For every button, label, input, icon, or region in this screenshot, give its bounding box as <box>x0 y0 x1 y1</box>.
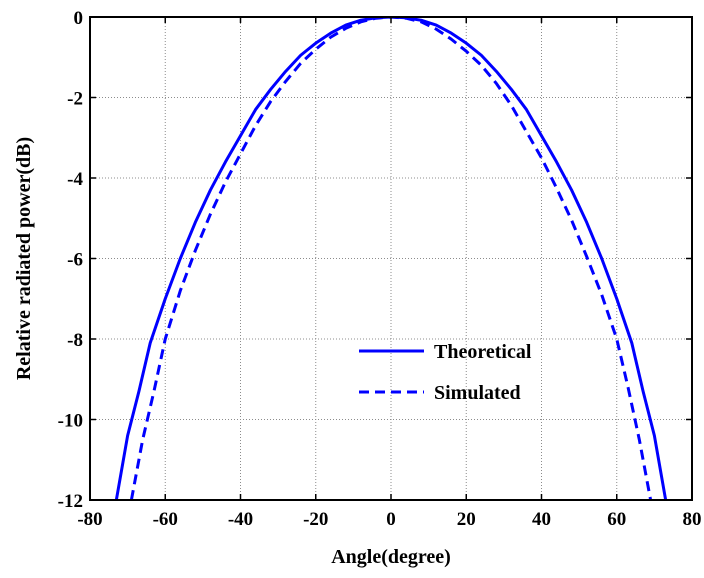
y-tick-label: 0 <box>74 8 84 29</box>
x-tick-label: 20 <box>457 509 476 530</box>
series-layer <box>114 17 668 500</box>
y-tick-labels: 0 -2 -4 -6 -8 -10 -12 <box>58 8 84 512</box>
x-tick-label: 40 <box>532 509 551 530</box>
legend-label-simulated: Simulated <box>434 382 521 404</box>
y-tick-label: -6 <box>67 250 83 271</box>
x-tick-label: 60 <box>607 509 626 530</box>
y-tick-label: -12 <box>58 491 83 512</box>
series-line-theoretical <box>114 17 668 500</box>
x-tick-label: -40 <box>228 509 253 530</box>
x-tick-label: 80 <box>683 509 702 530</box>
y-tick-label: -10 <box>58 411 83 432</box>
y-tick-label: -8 <box>67 330 83 351</box>
x-tick-label: 0 <box>386 509 396 530</box>
y-tick-label: -4 <box>67 169 83 190</box>
legend-label-theoretical: Theoretical <box>434 341 532 363</box>
y-tick-label: -2 <box>67 89 83 110</box>
x-tick-label: -60 <box>153 509 178 530</box>
legend: Theoretical Simulated <box>359 341 532 404</box>
x-tick-label: -80 <box>77 509 102 530</box>
grid-lines <box>90 17 692 500</box>
series-line-simulated <box>129 17 653 500</box>
x-tick-label: -20 <box>303 509 328 530</box>
x-axis-title: Angle(degree) <box>331 546 451 568</box>
y-axis-title: Relative radiated power(dB) <box>13 137 35 380</box>
x-tick-labels: -80 -60 -40 -20 0 20 40 60 80 <box>77 509 701 530</box>
tick-marks <box>89 16 693 501</box>
